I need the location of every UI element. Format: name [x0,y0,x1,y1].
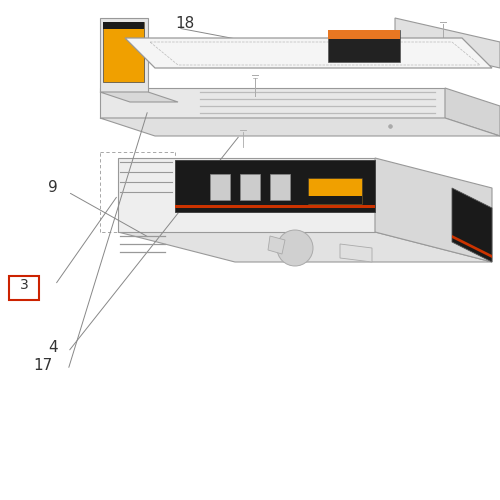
Polygon shape [100,118,500,136]
Polygon shape [103,22,144,82]
Polygon shape [103,22,144,29]
Polygon shape [328,30,400,62]
Polygon shape [125,38,492,68]
FancyBboxPatch shape [9,276,39,300]
Polygon shape [100,92,178,102]
Circle shape [277,230,313,266]
Text: 9: 9 [48,180,58,195]
Polygon shape [118,158,375,232]
Polygon shape [452,235,492,258]
Text: 3: 3 [20,278,28,292]
Polygon shape [210,174,230,200]
Polygon shape [175,205,375,208]
Polygon shape [340,244,372,262]
Polygon shape [240,174,260,200]
Polygon shape [452,188,492,262]
Text: 18: 18 [175,16,194,31]
Polygon shape [100,18,148,92]
Polygon shape [375,158,492,262]
Text: 17: 17 [33,358,52,373]
Polygon shape [395,18,500,68]
Text: 4: 4 [48,340,58,355]
Polygon shape [308,178,362,204]
Polygon shape [100,88,445,118]
Polygon shape [328,30,400,39]
Polygon shape [268,236,285,254]
Polygon shape [270,174,290,200]
Polygon shape [308,196,362,204]
Polygon shape [445,88,500,136]
Polygon shape [175,160,375,212]
Polygon shape [118,232,492,262]
